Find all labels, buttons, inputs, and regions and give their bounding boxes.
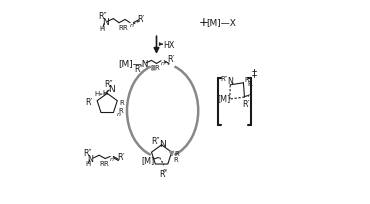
Text: R′: R′: [242, 99, 249, 108]
Text: R′: R′: [138, 14, 145, 23]
Text: R: R: [151, 65, 155, 71]
Text: R″: R″: [84, 148, 92, 157]
Text: R: R: [123, 25, 128, 31]
Text: R′: R′: [85, 98, 92, 106]
Text: H: H: [102, 90, 108, 96]
Text: N: N: [102, 18, 108, 27]
Text: HX: HX: [164, 40, 175, 49]
Text: [M]—N: [M]—N: [118, 59, 148, 68]
Text: H: H: [85, 160, 91, 166]
Text: R: R: [155, 65, 159, 71]
Text: H: H: [100, 26, 105, 32]
Text: R″: R″: [98, 12, 107, 21]
Text: [M]: [M]: [217, 94, 230, 103]
Text: R″: R″: [152, 137, 160, 146]
Text: N: N: [88, 154, 94, 163]
Text: R: R: [119, 107, 124, 113]
Text: R: R: [175, 150, 179, 156]
Text: R: R: [248, 81, 252, 87]
Text: n: n: [110, 156, 114, 161]
Text: n: n: [161, 61, 165, 66]
Text: N: N: [159, 140, 166, 149]
Text: [M]: [M]: [142, 155, 155, 164]
Text: R: R: [119, 25, 124, 31]
Text: N: N: [108, 85, 115, 94]
Text: n: n: [130, 23, 134, 28]
Text: N: N: [227, 76, 233, 85]
Text: R″: R″: [134, 65, 142, 74]
Text: n: n: [163, 167, 167, 172]
Text: ‡: ‡: [252, 68, 256, 78]
Text: R: R: [119, 99, 124, 105]
Text: R: R: [174, 156, 179, 162]
Text: [M]—X: [M]—X: [207, 18, 236, 27]
Text: R: R: [99, 160, 104, 166]
Text: R″: R″: [104, 80, 112, 89]
Text: R″: R″: [221, 76, 228, 82]
Text: R′: R′: [168, 55, 175, 64]
Text: R′: R′: [117, 152, 125, 161]
Text: R′: R′: [159, 169, 166, 178]
Text: R: R: [103, 160, 108, 166]
Text: n: n: [117, 112, 120, 117]
Text: H: H: [95, 91, 100, 97]
Text: +: +: [198, 16, 208, 29]
Text: R: R: [245, 77, 249, 83]
Text: n: n: [247, 93, 251, 98]
